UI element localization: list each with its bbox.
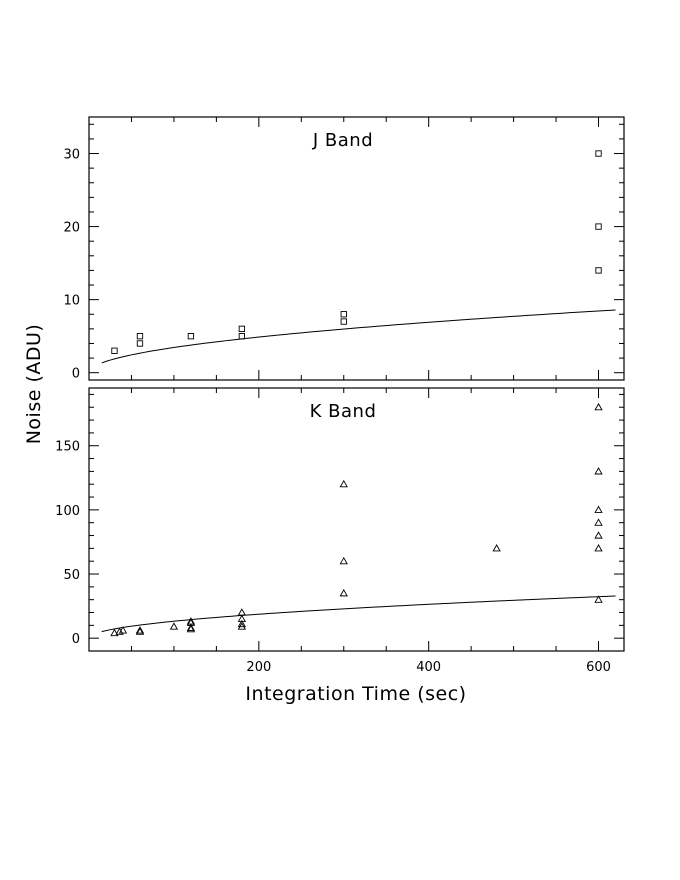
y-tick-label: 100 [55,504,80,519]
y-tick-label: 0 [72,632,80,647]
data-point-triangle [186,624,196,633]
y-tick-label: 20 [63,221,80,236]
data-point-triangle [594,505,603,513]
data-point-triangle [237,619,247,628]
data-point-triangle [594,595,603,603]
fit-curve [101,595,616,633]
tick-marks [89,388,624,652]
plot-frame [88,116,625,381]
panel-title: K Band [310,401,377,422]
data-point-square [111,347,118,354]
y-tick-label: 30 [63,148,80,163]
data-point-triangle [186,623,196,631]
data-point-triangle [186,617,196,625]
data-point-triangle [339,479,348,488]
y-tick-label: 10 [63,294,80,309]
y-tick-label: 150 [55,440,80,455]
data-points [111,150,602,354]
data-point-triangle [339,556,348,565]
data-point-triangle [237,614,247,622]
plot-frame [88,387,625,652]
tick-marks [89,117,624,380]
x-axis-title: Integration Time (sec) [245,683,466,705]
data-points [110,402,603,637]
panel-title: J Band [312,130,373,151]
data-point-triangle [594,544,603,552]
y-tick-label: 50 [63,568,80,583]
data-point-triangle [186,618,196,626]
data-point-triangle [135,627,145,635]
x-tick-label: 600 [586,660,611,675]
fit-curve [101,309,616,364]
data-point-triangle [594,467,603,475]
k-band-panel: 0 50 100 150 200 400 600 K Band [55,387,625,675]
data-point-square [136,333,144,340]
data-point-square [187,333,195,340]
data-point-triangle [339,588,348,597]
data-point-triangle [169,622,179,630]
data-point-triangle [110,628,119,637]
y-axis-title: Noise (ADU) [23,324,45,445]
y-tick-label: 0 [72,367,80,382]
data-point-triangle [135,626,145,634]
data-point-triangle [594,518,603,526]
j-band-panel: 0 10 20 30 J Band [63,116,625,382]
data-point-triangle [237,608,247,616]
data-point-triangle [492,544,501,552]
data-point-square [238,325,246,333]
data-point-triangle [594,402,603,411]
data-point-square [595,223,602,230]
data-point-triangle [118,626,128,634]
data-point-square [340,318,347,325]
data-point-square [595,150,602,157]
x-tick-label: 200 [246,660,271,675]
data-point-square [595,267,602,274]
data-point-square [238,333,246,340]
data-point-triangle [594,531,603,539]
data-point-square [340,311,347,318]
x-tick-label: 400 [416,660,441,675]
data-point-square [136,340,144,347]
data-point-triangle [115,627,124,635]
